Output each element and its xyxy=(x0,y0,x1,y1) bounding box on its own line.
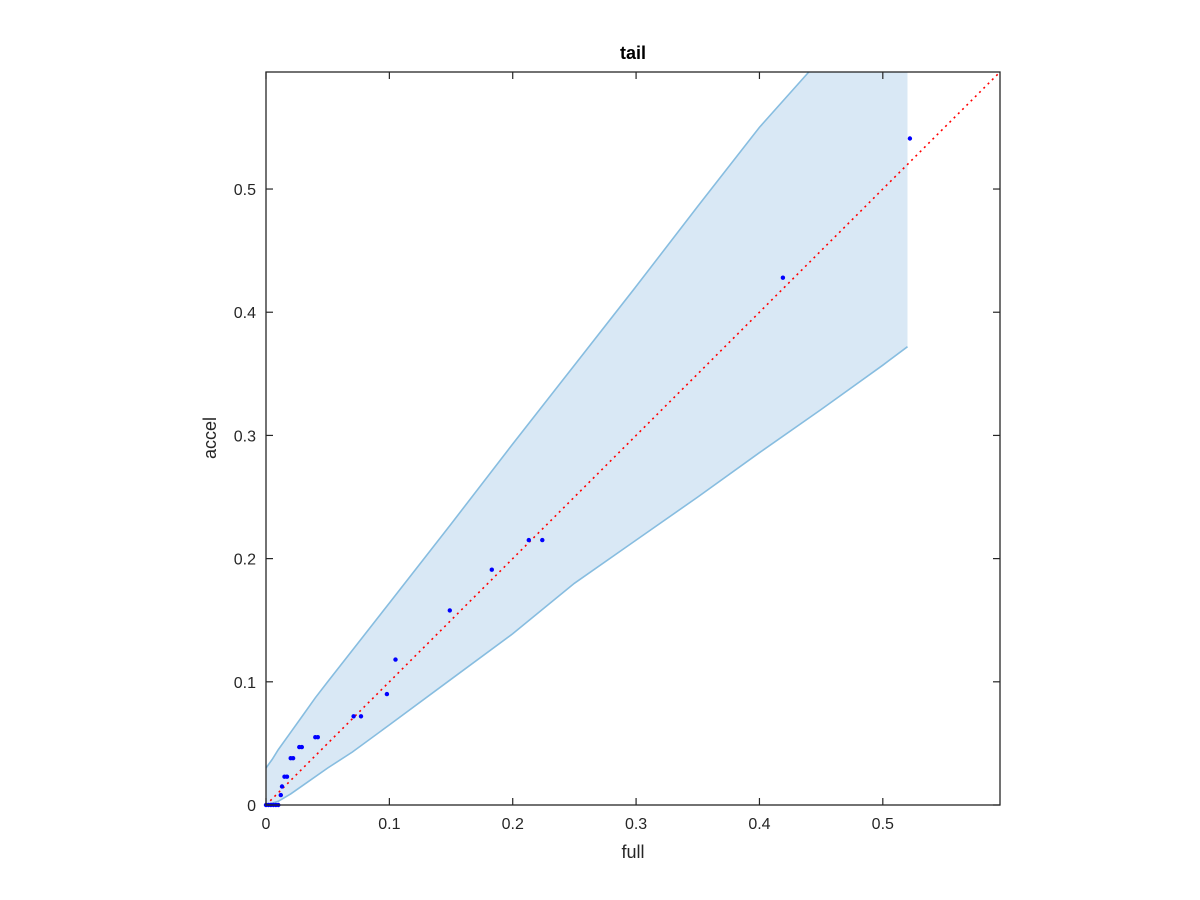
data-point xyxy=(907,136,913,141)
data-point xyxy=(358,714,364,719)
band-fill xyxy=(266,72,908,805)
data-point xyxy=(315,735,320,740)
axes-box xyxy=(265,71,1001,806)
chart-title: tail xyxy=(620,43,646,63)
data-point xyxy=(351,714,356,719)
y-tick-label: 0 xyxy=(247,798,256,815)
data-point xyxy=(279,784,285,789)
data-point xyxy=(526,537,531,543)
data-point xyxy=(393,657,398,662)
x-tick-label: 0.3 xyxy=(625,816,647,833)
data-point xyxy=(384,691,390,697)
reference-line xyxy=(265,71,1001,806)
y-tick-label: 0.1 xyxy=(234,675,256,692)
band-upper-edge xyxy=(265,71,810,769)
data-point xyxy=(780,275,786,280)
x-axis-label: full xyxy=(621,842,644,862)
x-tick-label: 0.2 xyxy=(502,816,524,833)
x-tick-label: 0 xyxy=(262,816,271,833)
y-axis-label: accel xyxy=(200,417,220,459)
band-lower-edge xyxy=(265,346,908,806)
y-tick-label: 0.5 xyxy=(234,182,256,199)
data-point xyxy=(540,537,545,543)
reference-line-path xyxy=(265,71,1001,806)
y-tick-label: 0.3 xyxy=(234,428,256,445)
data-point xyxy=(299,744,304,750)
confidence-band xyxy=(265,71,908,806)
y-tick-label: 0.2 xyxy=(234,552,256,569)
data-point xyxy=(278,792,283,798)
data-point xyxy=(447,608,452,613)
x-tick-label: 0.1 xyxy=(378,816,400,833)
x-tick-label: 0.5 xyxy=(872,816,894,833)
x-tick-label: 0.4 xyxy=(748,816,770,833)
data-point xyxy=(489,567,494,572)
y-tick-label: 0.4 xyxy=(234,305,256,322)
axis-ticks: 0 0.1 0.2 0.3 0.4 0.5 0 0.1 0.2 0.3 0.4 0.5 xyxy=(234,72,1000,833)
data-point xyxy=(290,756,296,761)
data-point xyxy=(284,774,290,779)
